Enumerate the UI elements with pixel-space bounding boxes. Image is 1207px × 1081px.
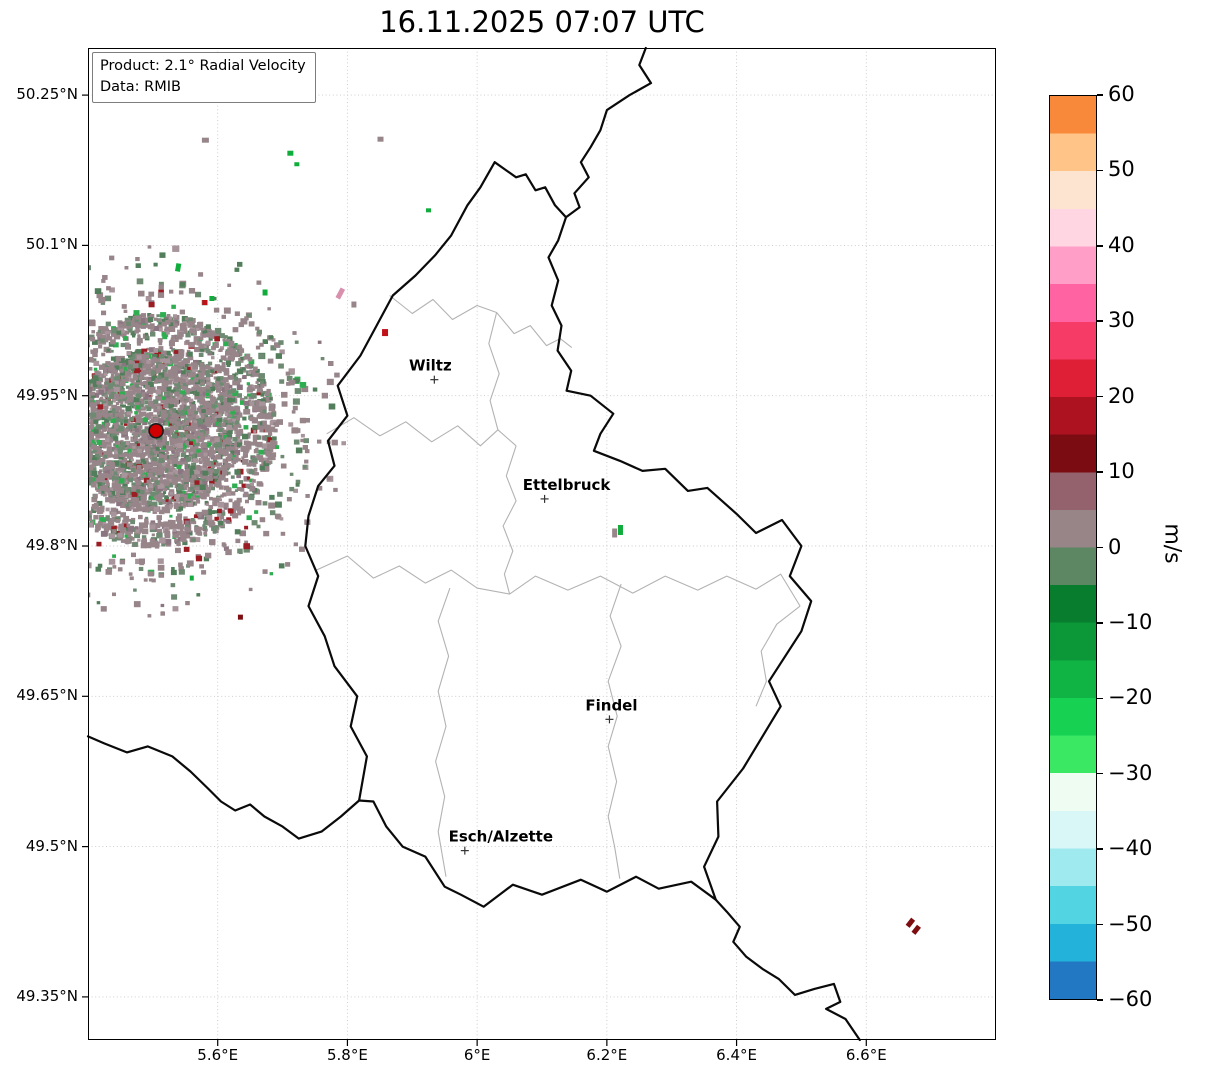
colorbar-tick-label: −60 — [1108, 987, 1153, 1011]
x-tick-label: 5.6°E — [197, 1046, 239, 1064]
colorbar-tick-mark — [1097, 848, 1103, 850]
colorbar-tick-mark — [1097, 546, 1103, 549]
colorbar-tick-mark — [1097, 471, 1103, 473]
colorbar-tick-label: 0 — [1108, 534, 1122, 559]
x-tick-label: 5.8°E — [327, 1046, 368, 1064]
colorbar-tick-mark — [1097, 772, 1103, 775]
radar-site-marker — [148, 422, 164, 439]
district-borders — [316, 295, 801, 879]
figure-title: 16.11.2025 07:07 UTC — [379, 5, 705, 39]
x-tick-label: 6.4°E — [716, 1046, 757, 1064]
colorbar-tick-label: −40 — [1108, 836, 1153, 861]
product-info-box: Product: 2.1° Radial Velocity Data: RMIB — [92, 52, 316, 104]
data-source-label: Data: RMIB — [100, 78, 181, 95]
city-label: Esch/Alzette — [449, 828, 553, 846]
colorbar — [1049, 95, 1097, 1000]
y-tick-label: 49.35°N — [16, 986, 78, 1005]
city-label: Ettelbruck — [523, 476, 612, 494]
colorbar-tick-mark — [1097, 320, 1103, 322]
colorbar-tick-mark — [1097, 395, 1103, 398]
colorbar-tick-label: 10 — [1108, 459, 1135, 484]
colorbar-tick-mark — [1097, 245, 1103, 247]
y-tick-label: 49.5°N — [25, 836, 78, 855]
y-tick-label: 50.25°N — [16, 85, 78, 104]
colorbar-tick-mark — [1097, 94, 1103, 96]
colorbar-tick-label: 30 — [1108, 308, 1135, 333]
colorbar-tick-mark — [1097, 169, 1103, 172]
y-tick-label: 49.8°N — [25, 536, 78, 554]
colorbar-tick-label: 50 — [1108, 157, 1135, 182]
product-label: Product: 2.1° Radial Velocity — [100, 58, 306, 74]
national-borders — [86, 46, 861, 1042]
map-canvas: Wiltz Ettelbruck Findel Esch/Alzette — [82, 46, 996, 1046]
colorbar-tick-label: −50 — [1108, 911, 1153, 936]
colorbar-tick-label: 60 — [1108, 82, 1135, 106]
colorbar-tick-mark — [1097, 999, 1103, 1001]
y-tick-label: 49.95°N — [16, 385, 78, 404]
y-tick-label: 49.65°N — [16, 686, 78, 705]
colorbar-tick-label: −30 — [1108, 760, 1153, 785]
x-tick-label: 6.2°E — [586, 1046, 628, 1064]
city-label: Findel — [585, 696, 637, 714]
city-label: Wiltz — [409, 357, 452, 375]
city-markers: Wiltz Ettelbruck Findel Esch/Alzette — [409, 357, 638, 855]
colorbar-tick-label: −10 — [1108, 609, 1153, 634]
colorbar-tick-mark — [1097, 697, 1103, 700]
colorbar-tick-label: −20 — [1108, 685, 1153, 710]
y-tick-label: 50.1°N — [25, 235, 78, 254]
isolated-echoes — [174, 136, 921, 935]
radar-echo-field — [88, 245, 346, 618]
colorbar-tick-mark — [1097, 923, 1103, 926]
colorbar-tick-label: 20 — [1108, 383, 1135, 408]
colorbar-tick-label: 40 — [1108, 232, 1135, 257]
x-tick-label: 6°E — [463, 1046, 491, 1064]
x-tick-label: 6.6°E — [845, 1046, 887, 1064]
axis-ticks — [82, 94, 867, 1046]
colorbar-tick-mark — [1097, 622, 1103, 624]
colorbar-unit-label: m/s — [1159, 523, 1185, 564]
